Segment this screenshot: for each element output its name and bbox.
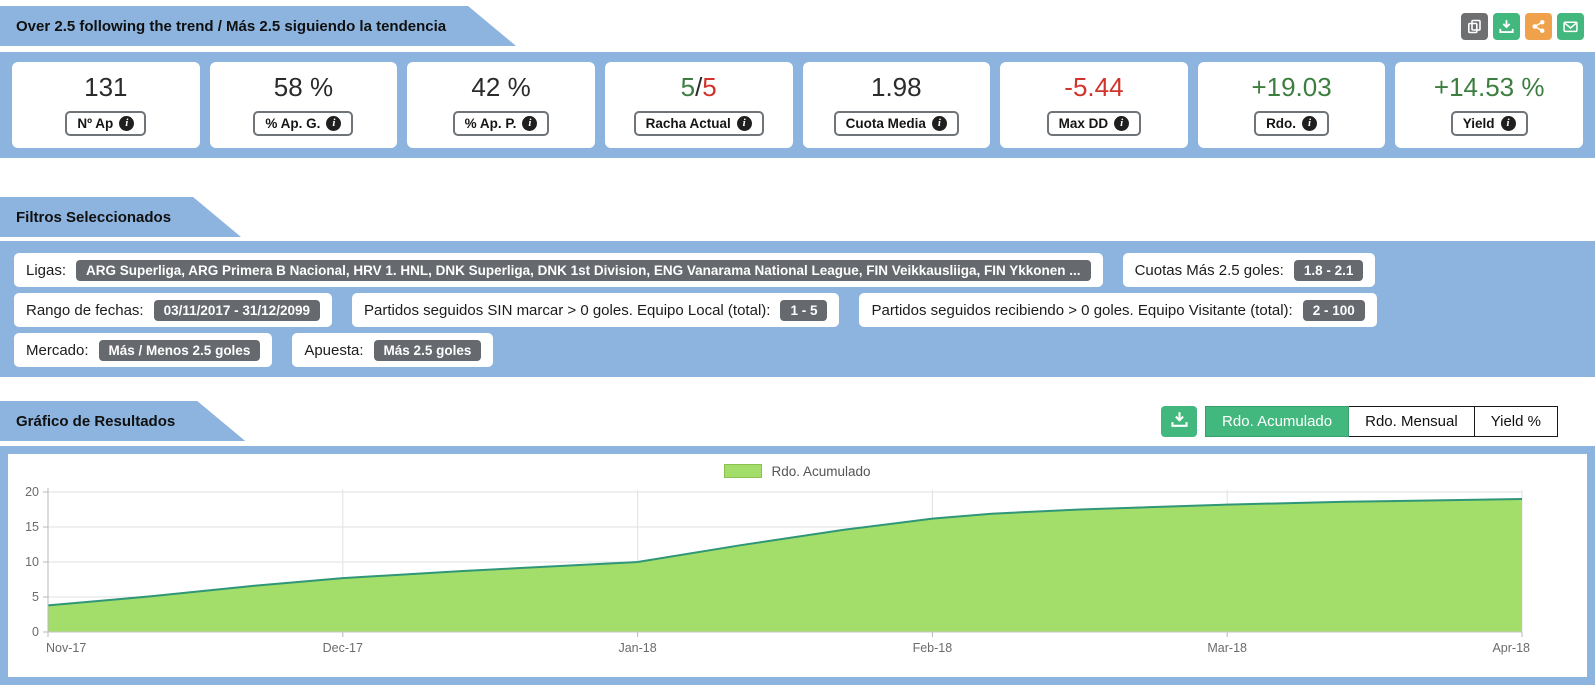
svg-text:5: 5 — [32, 590, 39, 604]
copy-button[interactable] — [1461, 12, 1488, 40]
svg-text:Mar-18: Mar-18 — [1207, 641, 1247, 655]
stat-label-pct-lost[interactable]: % Ap. P. i — [452, 111, 550, 136]
filter-home-no-goals-streak: Partidos seguidos SIN marcar > 0 goles. … — [351, 293, 840, 327]
chart-download-button[interactable] — [1161, 405, 1198, 437]
share-button[interactable] — [1525, 12, 1552, 40]
svg-text:15: 15 — [25, 520, 39, 534]
stat-card-yield: +14.53 % Yield i — [1395, 62, 1583, 148]
chart-tab-group: Rdo. Acumulado Rdo. Mensual Yield % — [1205, 405, 1558, 437]
filter-label: Partidos seguidos SIN marcar > 0 goles. … — [363, 301, 771, 319]
filter-bet: Apuesta: Más 2.5 goles — [292, 333, 494, 367]
info-icon: i — [1500, 116, 1516, 131]
email-button[interactable] — [1557, 12, 1584, 40]
share-icon — [1531, 19, 1546, 34]
filter-market: Mercado: Más / Menos 2.5 goles — [14, 333, 273, 367]
tab-rdo-acumulado[interactable]: Rdo. Acumulado — [1205, 405, 1350, 437]
results-area-chart: 0 5 10 15 20 Nov-17 Dec-17 Jan-18 Feb-18 Mar-18 Ap… — [25, 485, 1530, 655]
svg-text:Feb-18: Feb-18 — [913, 641, 953, 655]
stat-value: +14.53 % — [1433, 72, 1545, 102]
filters-ribbon: Filtros Seleccionados — [0, 197, 241, 237]
stat-card-result: +19.03 Rdo. i — [1197, 62, 1386, 148]
filter-label: Ligas: — [26, 261, 67, 279]
info-icon: i — [931, 116, 947, 131]
chart-legend[interactable]: Rdo. Acumulado — [8, 454, 1587, 484]
filter-value-badge: ARG Superliga, ARG Primera B Nacional, H… — [76, 259, 1091, 281]
svg-text:10: 10 — [25, 555, 39, 569]
stat-value: 1.98 — [871, 72, 922, 102]
svg-text:20: 20 — [25, 485, 39, 499]
tab-yield[interactable]: Yield % — [1474, 405, 1558, 437]
filter-away-conceding-streak: Partidos seguidos recibiendo > 0 goles. … — [859, 293, 1377, 327]
stat-card-max-dd: -5.44 Max DD i — [1000, 62, 1188, 148]
copy-icon — [1467, 19, 1482, 34]
stat-value: 42 % — [471, 72, 531, 102]
filter-label: Partidos seguidos recibiendo > 0 goles. … — [871, 301, 1293, 319]
download-icon — [1499, 19, 1514, 34]
svg-text:Jan-18: Jan-18 — [618, 641, 656, 655]
stat-label-result[interactable]: Rdo. i — [1254, 111, 1330, 136]
filter-label: Rango de fechas: — [26, 301, 144, 319]
filter-value-badge: Más / Menos 2.5 goles — [98, 339, 261, 361]
info-icon: i — [1114, 116, 1130, 131]
info-icon: i — [119, 116, 135, 131]
strategy-title-ribbon: Over 2.5 following the trend / Más 2.5 s… — [0, 6, 516, 46]
envelope-icon — [1563, 19, 1578, 34]
stat-label-avg-odds[interactable]: Cuota Media i — [833, 111, 959, 136]
stat-value-streak: 5/5 — [680, 72, 717, 102]
chart-header: Gráfico de Resultados Rdo. Acumulado Rdo… — [0, 401, 1595, 441]
stat-label-yield[interactable]: Yield i — [1450, 111, 1528, 136]
filter-label: Apuesta: — [304, 341, 364, 359]
stat-card-pct-won: 58 % % Ap. G. i — [209, 62, 398, 148]
filter-label: Cuotas Más 2.5 goles: — [1134, 261, 1284, 279]
svg-text:Dec-17: Dec-17 — [323, 641, 363, 655]
stat-value: 131 — [84, 72, 128, 102]
filter-row: Rango de fechas: 03/11/2017 - 31/12/2099… — [14, 293, 1581, 327]
tab-rdo-mensual[interactable]: Rdo. Mensual — [1349, 405, 1475, 437]
chart-controls: Rdo. Acumulado Rdo. Mensual Yield % — [1161, 405, 1558, 437]
download-icon — [1170, 411, 1188, 431]
stat-label-pct-won[interactable]: % Ap. G. i — [253, 111, 354, 136]
stat-label-streak[interactable]: Racha Actual i — [633, 111, 764, 136]
chart-panel: Rdo. Acumulado 0 5 10 15 20 Nov-17 Dec-17 Jan-1… — [0, 446, 1595, 685]
chart-title: Gráfico de Resultados — [16, 412, 176, 430]
svg-text:Nov-17: Nov-17 — [46, 641, 86, 655]
stat-card-avg-odds: 1.98 Cuota Media i — [802, 62, 991, 148]
info-icon: i — [326, 116, 342, 131]
filter-value-badge: 1 - 5 — [780, 299, 828, 321]
stat-value: +19.03 — [1251, 72, 1332, 102]
stat-label-num-bets[interactable]: Nº Ap i — [65, 111, 147, 136]
filter-leagues: Ligas: ARG Superliga, ARG Primera B Naci… — [14, 253, 1103, 287]
filter-odds-range: Cuotas Más 2.5 goles: 1.8 - 2.1 — [1122, 253, 1376, 287]
stat-card-pct-lost: 42 % % Ap. P. i — [407, 62, 595, 148]
filters-panel: Ligas: ARG Superliga, ARG Primera B Naci… — [0, 241, 1595, 377]
filter-value-badge: 1.8 - 2.1 — [1293, 259, 1364, 281]
page-title: Over 2.5 following the trend / Más 2.5 s… — [16, 17, 447, 35]
filter-row: Mercado: Más / Menos 2.5 goles Apuesta: … — [14, 333, 1581, 367]
stat-label-max-dd[interactable]: Max DD i — [1046, 111, 1142, 136]
top-bar: Over 2.5 following the trend / Más 2.5 s… — [0, 6, 1595, 46]
filter-value-badge: Más 2.5 goles — [373, 339, 482, 361]
svg-text:Apr-18: Apr-18 — [1492, 641, 1530, 655]
filter-value-badge: 2 - 100 — [1302, 299, 1365, 321]
filter-row: Ligas: ARG Superliga, ARG Primera B Naci… — [14, 253, 1581, 287]
info-icon: i — [522, 116, 538, 131]
info-icon: i — [1302, 116, 1318, 131]
download-button[interactable] — [1493, 12, 1520, 40]
filter-date-range: Rango de fechas: 03/11/2017 - 31/12/2099 — [14, 293, 332, 327]
chart-ribbon: Gráfico de Resultados — [0, 401, 245, 441]
filters-title: Filtros Seleccionados — [16, 208, 172, 226]
filter-label: Mercado: — [26, 341, 89, 359]
stat-value: -5.44 — [1064, 72, 1124, 102]
header-actions — [1461, 12, 1584, 40]
legend-label: Rdo. Acumulado — [771, 463, 871, 479]
filter-value-badge: 03/11/2017 - 31/12/2099 — [153, 299, 320, 321]
stat-card-streak: 5/5 Racha Actual i — [604, 62, 793, 148]
stats-panel: 131 Nº Ap i 58 % % Ap. G. i 42 % % Ap. P. i… — [0, 52, 1595, 158]
stat-value: 58 % — [273, 72, 334, 102]
stat-card-num-bets: 131 Nº Ap i — [12, 62, 200, 148]
legend-swatch — [724, 464, 763, 478]
svg-text:0: 0 — [32, 625, 39, 639]
info-icon: i — [736, 116, 752, 131]
